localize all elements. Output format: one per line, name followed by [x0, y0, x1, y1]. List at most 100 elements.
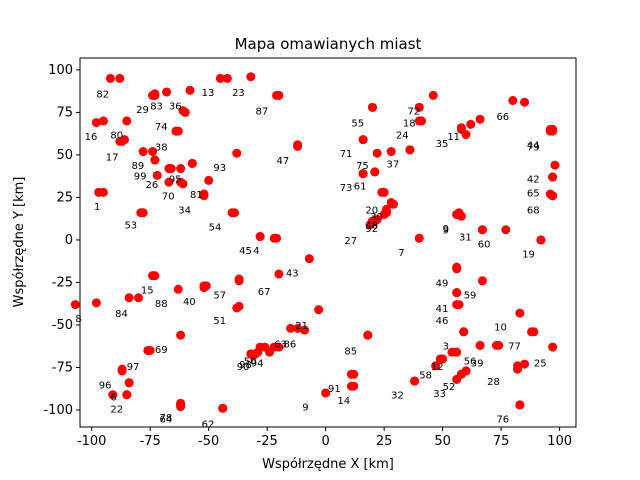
data-point-marker: [428, 90, 438, 100]
data-point-marker: [105, 73, 115, 83]
point-label: 98: [239, 360, 252, 371]
data-point-marker: [414, 102, 424, 112]
point-label: 87: [255, 107, 268, 118]
data-point-marker: [265, 347, 275, 357]
point-label: 57: [213, 290, 226, 301]
point-label: 89: [131, 161, 144, 172]
point-label: 38: [155, 142, 168, 153]
data-point-marker: [363, 330, 373, 340]
point-label: 21: [295, 321, 308, 332]
x-axis-label: Współrzędne X [km]: [262, 457, 394, 472]
data-point-marker: [477, 276, 487, 286]
y-axis: -100 -75 -50 -25 0 25 50 75 100: [43, 63, 80, 418]
point-label: 76: [496, 414, 509, 425]
point-label: 71: [340, 149, 353, 160]
point-label: 94: [251, 358, 264, 369]
data-point-marker: [176, 330, 186, 340]
point-label: 12: [431, 362, 444, 373]
point-label: 9: [443, 226, 449, 237]
data-point-marker: [98, 116, 108, 126]
x-tick-label: -100: [77, 434, 107, 449]
data-point-marker: [253, 347, 263, 357]
point-label: 20: [365, 205, 378, 216]
chart-title: Mapa omawianych miast: [235, 35, 422, 53]
data-point-marker: [124, 378, 134, 388]
x-tick-label: 100: [547, 434, 572, 449]
x-tick-label: 25: [376, 434, 393, 449]
plot-area: [79, 57, 577, 428]
point-label: 37: [386, 159, 399, 170]
point-label: 41: [436, 304, 449, 315]
point-label: 67: [258, 287, 271, 298]
data-point-marker: [367, 102, 377, 112]
data-point-marker: [70, 300, 80, 310]
data-point-marker: [304, 254, 314, 264]
point-label: 35: [436, 139, 449, 150]
point-label: 65: [527, 188, 540, 199]
point-label: 72: [408, 107, 421, 118]
data-point-marker: [232, 303, 242, 313]
point-label: 53: [124, 221, 137, 232]
data-point-marker: [377, 187, 387, 197]
point-label: 23: [232, 88, 245, 99]
point-label: 55: [351, 119, 364, 130]
data-point-marker: [346, 381, 356, 391]
point-label: 48: [365, 221, 378, 232]
point-label: 92: [365, 224, 378, 235]
x-axis: -100 -75 -50 -25 0 25 50 75 100: [77, 427, 572, 449]
data-point-marker: [246, 72, 256, 82]
point-label: 77: [508, 341, 521, 352]
data-point-marker: [171, 126, 181, 136]
x-tick-label: 0: [322, 434, 330, 449]
point-label: 31: [459, 233, 472, 244]
data-point-marker: [372, 215, 382, 225]
point-label: 97: [127, 362, 140, 373]
point-label: 49: [436, 278, 449, 289]
y-tick-label: 75: [56, 105, 73, 120]
point-label: 4: [253, 246, 259, 257]
data-point-marker: [199, 281, 209, 291]
point-label: 84: [115, 309, 128, 320]
point-label: 70: [162, 192, 175, 203]
data-point-marker: [162, 87, 172, 97]
data-point-marker: [246, 349, 256, 359]
point-label: 42: [527, 175, 540, 186]
y-tick-label: 0: [65, 233, 73, 248]
point-label: 44: [527, 141, 540, 152]
point-label: 99: [134, 171, 147, 182]
point-label: 66: [496, 112, 509, 123]
data-point-marker: [501, 225, 511, 235]
data-point-marker: [466, 119, 476, 129]
point-label: 40: [183, 297, 196, 308]
data-point-marker: [136, 208, 146, 218]
point-label: 22: [110, 404, 123, 415]
data-point-marker: [515, 400, 525, 410]
data-point-marker: [452, 264, 462, 274]
point-label: 83: [150, 102, 163, 113]
point-label: 93: [213, 163, 226, 174]
data-point-marker: [122, 390, 132, 400]
data-point-marker: [94, 187, 104, 197]
point-label: 88: [155, 299, 168, 310]
data-point-marker: [178, 106, 188, 116]
data-point-marker: [494, 340, 504, 350]
point-label: 43: [286, 268, 299, 279]
x-tick-label: -25: [257, 434, 278, 449]
point-label: 27: [344, 236, 357, 247]
y-tick-label: 25: [56, 190, 73, 205]
data-point-marker: [255, 232, 265, 242]
point-label: 39: [471, 358, 484, 369]
point-label: 24: [396, 131, 409, 142]
x-tick-label: -50: [198, 434, 219, 449]
data-point-marker: [452, 288, 462, 298]
data-point-marker: [91, 118, 101, 128]
data-point-marker: [138, 147, 148, 157]
data-point-marker: [204, 175, 214, 185]
y-tick-label: -25: [52, 275, 73, 290]
data-point-marker: [536, 235, 546, 245]
point-label: 16: [85, 132, 98, 143]
data-point-marker: [389, 199, 399, 209]
point-label: 85: [344, 346, 357, 357]
data-point-marker: [115, 73, 125, 83]
